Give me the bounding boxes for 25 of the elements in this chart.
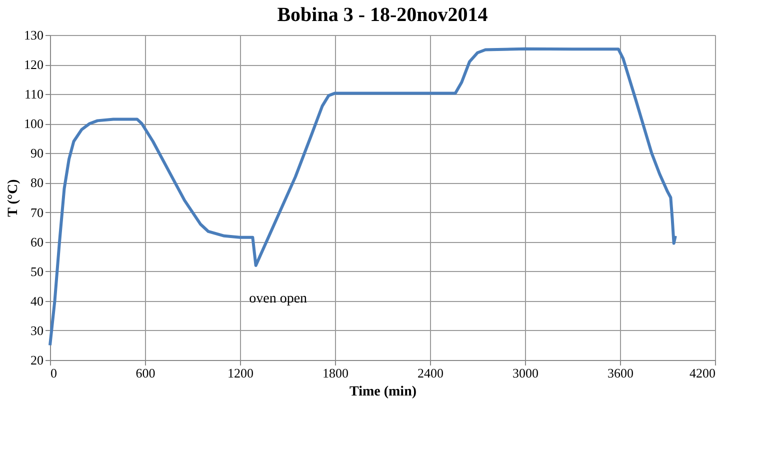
chart-title: Bobina 3 - 18-20nov2014 <box>277 4 488 26</box>
y-tick-label: 120 <box>24 57 44 72</box>
x-tick-label: 3000 <box>512 366 538 380</box>
y-tick-label: 20 <box>30 352 44 368</box>
x-tick-label: 3600 <box>608 366 634 380</box>
line-series <box>48 47 677 347</box>
x-axis-title: Time (min) <box>349 384 417 400</box>
annotation: oven open <box>249 291 308 306</box>
y-tick-label: 40 <box>30 293 44 308</box>
y-tick-label: 70 <box>30 204 44 220</box>
y-tick-label: 80 <box>30 175 44 190</box>
x-tick-label: 600 <box>136 366 156 380</box>
y-tick-label: 60 <box>30 234 44 250</box>
x-tick-label: 1800 <box>322 366 348 380</box>
y-tick-label: 100 <box>24 116 44 132</box>
y-tick-label: 90 <box>30 146 44 161</box>
y-tick-label: 50 <box>30 264 44 279</box>
x-tick-label: 0 <box>50 366 57 380</box>
y-tick-label: 130 <box>24 28 44 42</box>
y-axis-title: T (°C) <box>6 178 21 217</box>
y-tick-label: 30 <box>30 322 44 338</box>
x-tick-label: 2400 <box>418 366 444 380</box>
x-tick-label: 4200 <box>690 366 716 380</box>
x-tick-label: 1200 <box>228 366 254 380</box>
y-tick-label: 110 <box>24 86 44 102</box>
